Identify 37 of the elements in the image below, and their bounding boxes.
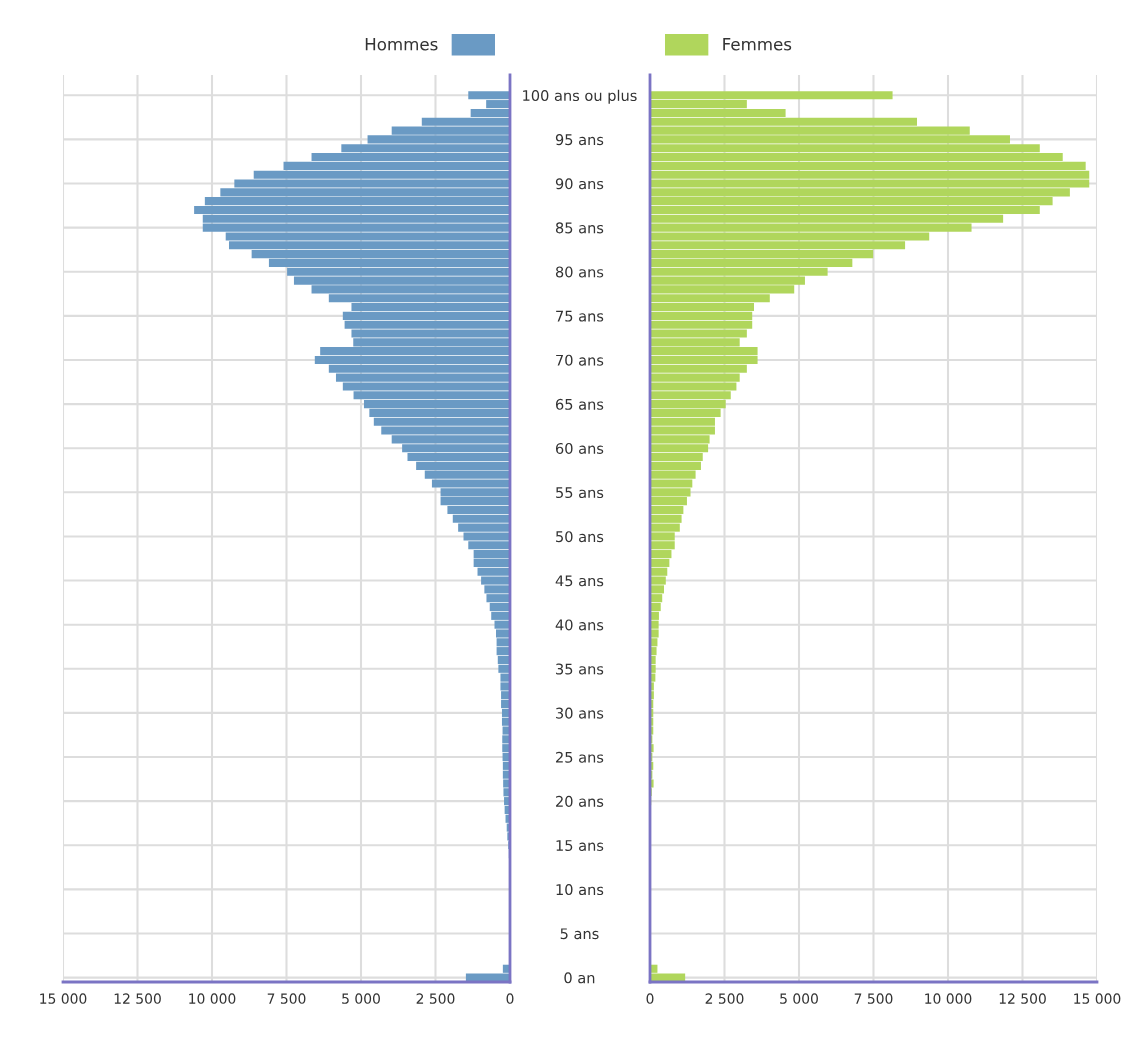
y-tick-label: 95 ans <box>555 134 604 146</box>
y-tick-label: 15 ans <box>556 840 604 851</box>
x-tick-label: 2 500 <box>705 993 744 1004</box>
x-tick-label: 7 500 <box>267 993 306 1004</box>
y-tick-label: 90 ans <box>555 178 604 190</box>
legend-label: Femmes <box>723 38 792 51</box>
y-tick-label: 75 ans <box>556 310 604 322</box>
y-tick-label: 45 ans <box>555 575 604 587</box>
y-tick-label: 80 ans <box>555 266 604 278</box>
x-tick-label: 10 000 <box>925 993 972 1004</box>
y-tick-label: 60 ans <box>555 442 604 454</box>
y-tick-label: 35 ans <box>556 663 604 675</box>
x-tick-label: 15 000 <box>1074 993 1121 1004</box>
y-tick-label: 0 an <box>564 972 595 984</box>
x-tick-label: 5 000 <box>780 993 818 1004</box>
legend-label: Hommes <box>365 38 438 51</box>
y-tick-label: 30 ans <box>556 707 604 719</box>
x-tick-label: 0 <box>506 993 514 1004</box>
y-tick-label: 20 ans <box>556 795 604 807</box>
x-tick-label: 12 500 <box>114 993 161 1004</box>
y-tick-label: 55 ans <box>556 487 604 499</box>
x-tick-label: 7 500 <box>854 993 893 1004</box>
x-tick-label: 5 000 <box>342 993 380 1004</box>
x-tick-label: 0 <box>646 993 654 1004</box>
x-tick-label: 15 000 <box>40 993 87 1004</box>
y-tick-label: 25 ans <box>556 751 604 763</box>
y-tick-label: 65 ans <box>555 398 604 410</box>
x-tick-label: 2 500 <box>416 993 455 1004</box>
x-tick-label: 10 000 <box>189 993 236 1004</box>
y-tick-label: 10 ans <box>556 884 604 896</box>
y-tick-label: 40 ans <box>555 619 604 631</box>
y-tick-label: 5 ans <box>560 928 599 940</box>
y-tick-label: 85 ans <box>555 222 604 234</box>
y-tick-label: 50 ans <box>556 531 604 543</box>
y-tick-label: 70 ans <box>556 354 604 366</box>
x-tick-label: 12 500 <box>999 993 1046 1004</box>
y-tick-label: 100 ans ou plus <box>523 89 637 104</box>
